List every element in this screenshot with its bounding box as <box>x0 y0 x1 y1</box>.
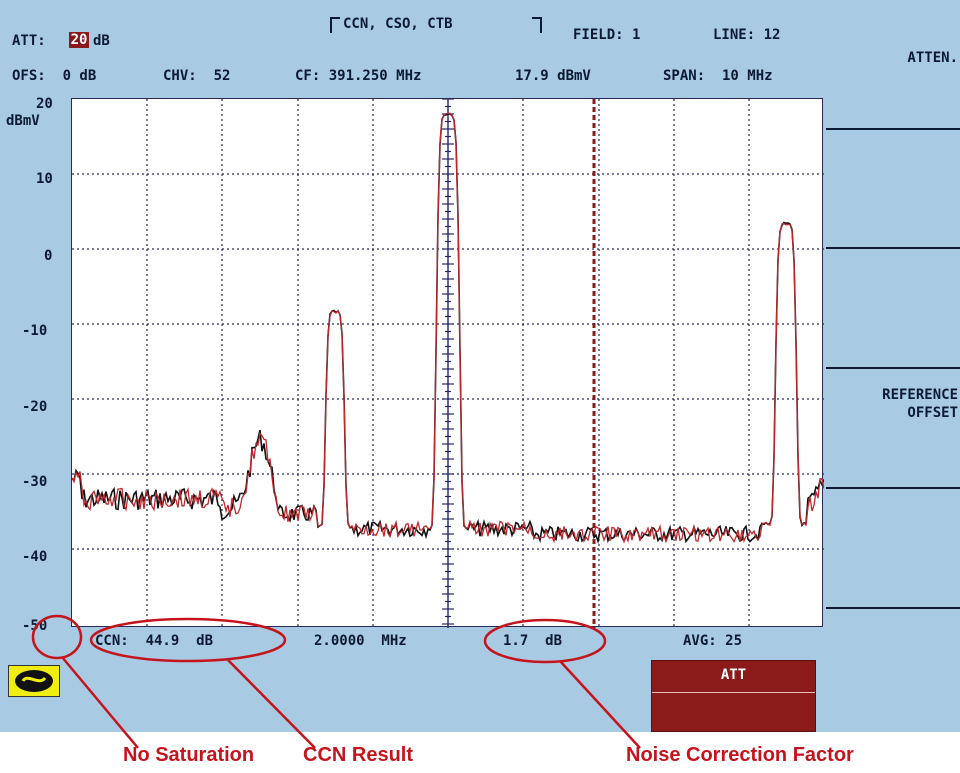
ccn-result: CCN: 44.9 dB <box>95 633 214 649</box>
annotation-ccn-result: CCN Result <box>303 744 414 766</box>
line-readout: LINE: 12 <box>713 27 781 43</box>
att-label: ATT: <box>12 33 46 49</box>
field-readout: FIELD: 1 <box>573 27 641 43</box>
y-tick-label: -40 <box>22 549 48 565</box>
y-tick-label: 0 <box>44 248 53 264</box>
softkey-reference[interactable]: REFERENCE <box>882 387 958 403</box>
offset-readout: OFS: 0 dB <box>12 68 97 84</box>
span-readout: SPAN: 10 MHz <box>663 68 773 84</box>
averaging-readout: AVG: 25 <box>683 633 743 649</box>
frequency-offset-readout: 2.0000 MHz <box>314 633 407 649</box>
annotation-noise-correction: Noise Correction Factor <box>626 744 854 766</box>
trace-red <box>72 112 824 544</box>
y-tick-label: -30 <box>22 474 48 490</box>
saturation-indicator-icon <box>8 665 60 697</box>
analyzer-screen: ATT: 20 dB CCN, CSO, CTB FIELD: 1 LINE: … <box>0 0 960 732</box>
att-value[interactable]: 20 <box>69 32 89 48</box>
measurement-mode-box: CCN, CSO, CTB <box>330 14 542 36</box>
level-readout: 17.9 dBmV <box>515 68 591 84</box>
center-frequency: CF: 391.250 MHz <box>295 68 422 84</box>
att-button-label: ATT <box>720 667 747 683</box>
y-tick-label: -10 <box>22 323 48 339</box>
y-unit-label: dBmV <box>6 113 40 129</box>
annotation-no-saturation: No Saturation <box>123 744 255 766</box>
channel-readout: CHV: 52 <box>163 68 231 84</box>
att-button[interactable]: ATT <box>651 660 816 732</box>
y-tick-label: -20 <box>22 399 48 415</box>
softkey-atten[interactable]: ATTEN. <box>907 50 958 66</box>
noise-correction-readout: 1.7 dB <box>503 633 563 649</box>
att-unit: dB <box>93 33 110 49</box>
y-tick-label: 10 <box>36 171 53 187</box>
spectrum-svg <box>72 99 824 628</box>
y-tick-label: 20 <box>36 96 53 112</box>
measurement-mode: CCN, CSO, CTB <box>343 16 453 32</box>
spectrum-plot[interactable] <box>71 98 824 628</box>
y-tick-label: -50 <box>22 618 48 634</box>
softkey-offset[interactable]: OFFSET <box>907 405 958 421</box>
